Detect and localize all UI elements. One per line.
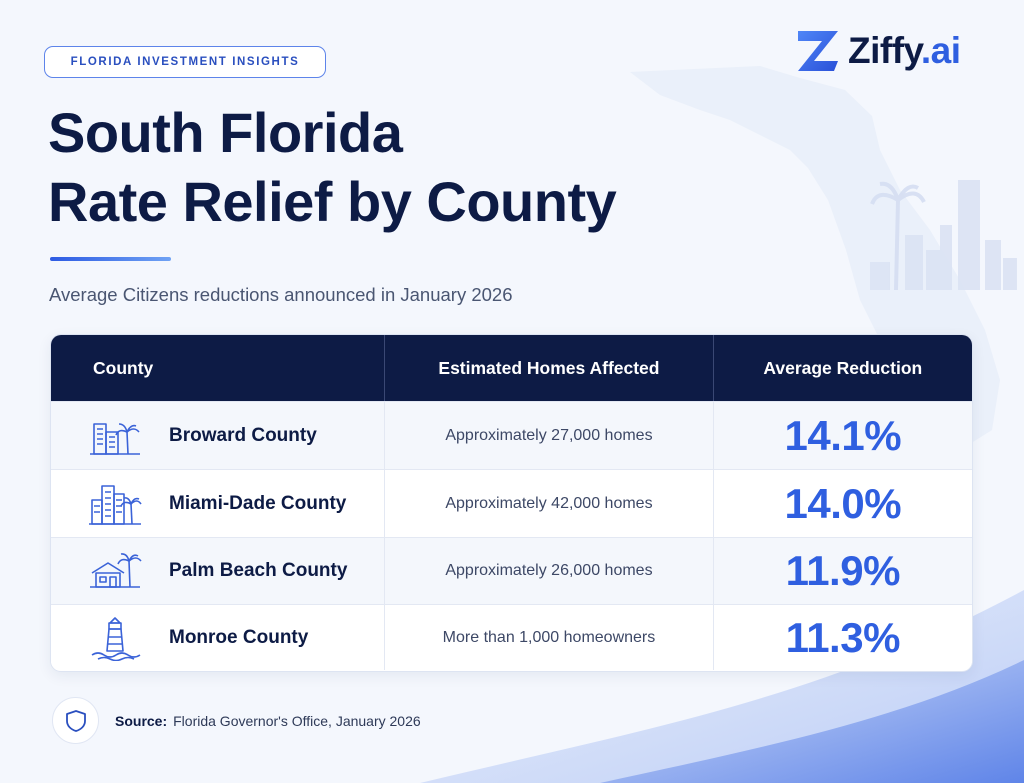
house-palm-icon xyxy=(87,547,143,595)
page-title: South Florida Rate Relief by County xyxy=(48,98,617,236)
county-name: Palm Beach County xyxy=(169,560,348,581)
header-county: County xyxy=(93,357,154,378)
homes-affected: More than 1,000 homeowners xyxy=(384,605,712,670)
table-row: Broward County Approximately 27,000 home… xyxy=(51,401,972,469)
table-row: Miami-Dade County Approximately 42,000 h… xyxy=(51,469,972,537)
header-reduction: Average Reduction xyxy=(712,335,972,401)
table-header: County Estimated Homes Affected Average … xyxy=(51,335,972,401)
average-reduction: 14.0% xyxy=(712,470,972,537)
page-title-line-1: South Florida xyxy=(48,101,403,164)
logo-wordmark: Ziffy.ai xyxy=(848,30,961,71)
table-body: Broward County Approximately 27,000 home… xyxy=(51,401,972,670)
category-badge: FLORIDA INVESTMENT INSIGHTS xyxy=(44,46,326,78)
page-subtitle: Average Citizens reductions announced in… xyxy=(49,284,513,305)
table-row: Monroe County More than 1,000 homeowners… xyxy=(51,604,972,670)
ziffy-logo-icon xyxy=(798,31,838,71)
county-relief-table: County Estimated Homes Affected Average … xyxy=(50,334,973,672)
page-title-line-2: Rate Relief by County xyxy=(48,170,617,233)
lighthouse-icon xyxy=(87,614,143,662)
average-reduction: 11.3% xyxy=(712,605,972,670)
source-citation: Source: Florida Governor's Office, Janua… xyxy=(52,697,421,744)
average-reduction: 14.1% xyxy=(712,402,972,469)
homes-affected: Approximately 26,000 homes xyxy=(384,538,712,604)
homes-affected: Approximately 27,000 homes xyxy=(384,402,712,469)
source-text: Florida Governor's Office, January 2026 xyxy=(173,712,421,729)
county-name: Broward County xyxy=(169,424,317,446)
header-homes: Estimated Homes Affected xyxy=(384,335,712,401)
county-name: Monroe County xyxy=(169,626,309,648)
source-label: Source: xyxy=(115,712,168,729)
brand-logo[interactable]: Ziffy.ai xyxy=(794,26,961,76)
skyscrapers-palm-icon xyxy=(87,480,143,528)
average-reduction: 11.9% xyxy=(712,538,972,604)
table-row: Palm Beach County Approximately 26,000 h… xyxy=(51,537,972,604)
homes-affected: Approximately 42,000 homes xyxy=(384,470,712,537)
skyline-decoration xyxy=(870,180,1017,291)
city-buildings-palm-icon xyxy=(87,412,143,460)
shield-icon xyxy=(52,697,99,744)
county-name: Miami-Dade County xyxy=(169,492,347,514)
title-underline xyxy=(50,257,171,261)
